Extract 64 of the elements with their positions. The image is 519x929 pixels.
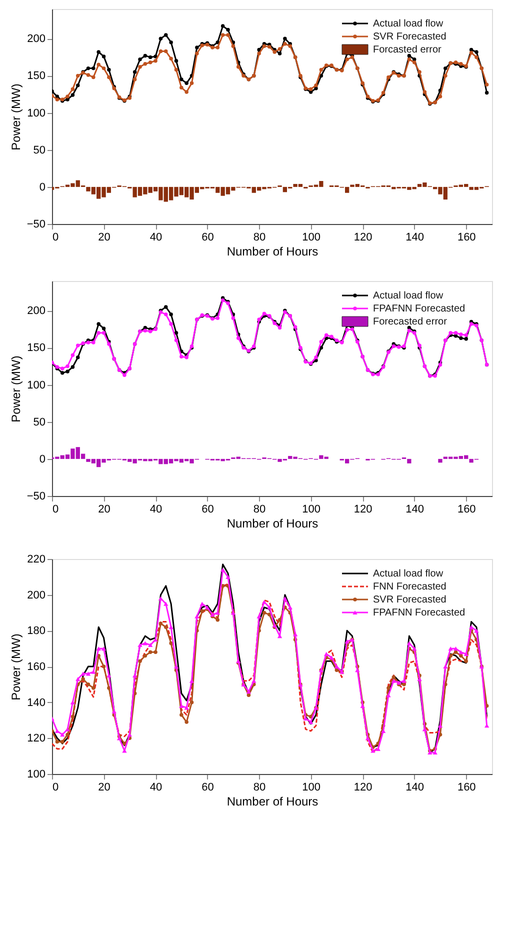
y-tick-label: 200	[27, 33, 46, 46]
x-tick-label: 160	[457, 782, 476, 794]
x-tick-label: 140	[406, 782, 424, 794]
legend-label: FPAFNN Forecasted	[373, 608, 466, 618]
y-tick-label: 220	[27, 554, 46, 566]
legend-label: Actual load flow	[373, 568, 444, 580]
bar	[438, 458, 442, 463]
legend-label: Actual load flow	[373, 290, 444, 302]
x-tick-label: 0	[52, 782, 59, 794]
x-tick-label: 20	[98, 504, 110, 516]
x-axis-title: Number of Hours	[226, 794, 318, 808]
bar	[407, 458, 412, 464]
x-tick-label: 120	[354, 782, 372, 794]
x-tick-label: 140	[406, 504, 424, 516]
y-tick-label: 120	[27, 732, 46, 745]
y-tick-label: 50	[33, 144, 46, 156]
x-tick-label: 140	[406, 232, 424, 244]
x-axis-title: Number of Hours	[226, 244, 318, 258]
x-tick-label: 40	[150, 782, 162, 794]
legend-label: Forcasted error	[373, 44, 442, 56]
x-tick-label: 100	[302, 782, 321, 794]
y-axis-title: Power (MW)	[8, 356, 23, 422]
y-axis-title: Power (MW)	[8, 84, 23, 150]
y-tick-label: 100	[27, 107, 46, 120]
y-tick-label: 100	[27, 768, 46, 780]
x-tick-label: 60	[202, 232, 214, 244]
y-tick-label: −50	[26, 490, 46, 502]
legend-label: Forecasted error	[373, 316, 448, 328]
y-tick-label: 50	[33, 416, 46, 428]
y-tick-label: 100	[27, 379, 46, 392]
x-tick-label: 0	[52, 232, 59, 244]
x-tick-label: 40	[150, 232, 162, 244]
x-tick-label: 40	[150, 504, 162, 516]
legend-label: FNN Forecasted	[373, 582, 446, 592]
x-tick-label: 0	[52, 504, 59, 516]
x-tick-label: 20	[98, 782, 110, 794]
x-tick-label: 60	[202, 782, 214, 794]
legend-label: Actual load flow	[373, 18, 444, 30]
y-tick-label: −50	[26, 218, 46, 230]
x-tick-label: 80	[253, 232, 266, 244]
x-tick-label: 80	[253, 782, 266, 794]
x-tick-label: 100	[302, 504, 321, 516]
y-tick-label: 0	[39, 453, 46, 466]
legend-label: SVR Forecasted	[373, 32, 446, 42]
x-tick-label: 80	[253, 504, 266, 516]
x-axis-title: Number of Hours	[226, 516, 318, 530]
y-tick-label: 140	[27, 696, 46, 709]
y-axis-title: Power (MW)	[9, 634, 24, 700]
x-tick-label: 160	[457, 232, 476, 244]
y-tick-label: 150	[27, 70, 46, 82]
y-tick-label: 200	[27, 589, 46, 602]
legend-label: SVR Forecasted	[373, 594, 446, 606]
x-tick-label: 120	[354, 232, 372, 244]
y-tick-label: 200	[27, 305, 46, 318]
y-tick-label: 180	[27, 625, 46, 638]
legend-label: FPAFNN Forecasted	[373, 304, 466, 314]
x-tick-label: 20	[98, 232, 110, 244]
y-tick-label: 0	[39, 181, 46, 194]
x-tick-label: 100	[302, 232, 321, 244]
x-tick-label: 120	[354, 504, 372, 516]
y-tick-label: 150	[27, 342, 46, 354]
x-tick-label: 160	[457, 504, 476, 516]
y-tick-label: 160	[27, 661, 46, 673]
x-tick-label: 60	[202, 504, 214, 516]
